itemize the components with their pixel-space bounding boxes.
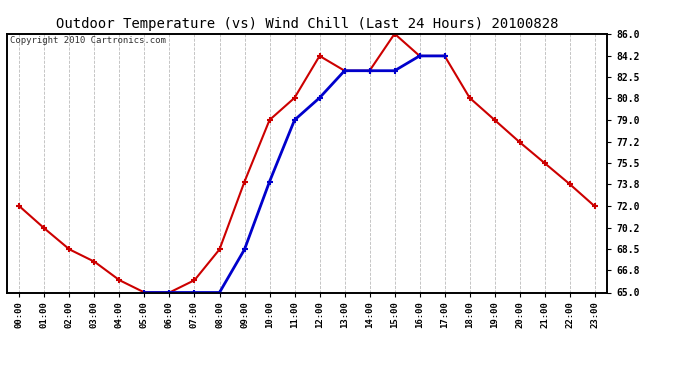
Text: Copyright 2010 Cartronics.com: Copyright 2010 Cartronics.com — [10, 36, 166, 45]
Title: Outdoor Temperature (vs) Wind Chill (Last 24 Hours) 20100828: Outdoor Temperature (vs) Wind Chill (Las… — [56, 17, 558, 31]
